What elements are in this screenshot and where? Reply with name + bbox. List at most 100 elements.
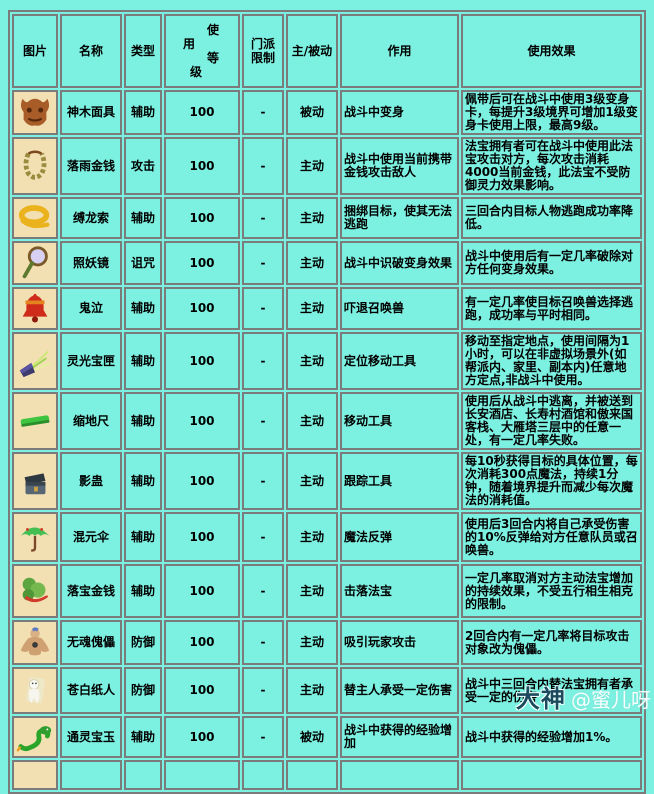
item-name: 混元伞	[60, 512, 122, 562]
item-sect: -	[242, 564, 284, 618]
item-name: 神木面具	[60, 90, 122, 135]
watermark: 大神 @蜜儿呀	[516, 679, 651, 714]
item-mode: 主动	[286, 564, 338, 618]
item-function: 战斗中变身	[340, 90, 459, 135]
item-mode: 被动	[286, 716, 338, 758]
item-sect: -	[242, 137, 284, 195]
col-header-sect: 门派 限制	[242, 14, 284, 88]
item-effect: 一定几率取消对方主动法宝增加的持续效果，不受五行相生相克的限制。	[461, 564, 642, 618]
puppet-icon	[14, 624, 56, 662]
table-row-partial	[12, 760, 642, 790]
empty-cell	[124, 760, 162, 790]
table-header: 图片 名称 类型使用等级门派 限制 主/被动 作用 使用效果	[12, 14, 642, 88]
table-body: 神木面具 辅助 100- 被动 战斗中变身 佩带后可在战斗中使用3级变身卡，每提升3级境界…	[12, 90, 642, 790]
item-mode: 主动	[286, 667, 338, 714]
umbrella-icon	[14, 518, 56, 556]
item-function: 战斗中使用当前携带金钱攻击敌人	[340, 137, 459, 195]
mirror-icon	[14, 244, 56, 282]
empty-cell	[60, 760, 122, 790]
chest-icon	[14, 462, 56, 500]
empty-cell	[286, 760, 338, 790]
item-mode: 主动	[286, 392, 338, 450]
item-effect: 使用后3回合内将自己承受伤害的10%反弹给对方任意队员或召唤兽。	[461, 512, 642, 562]
icon-cell	[12, 241, 58, 285]
item-type: 辅助	[124, 512, 162, 562]
item-name: 影蛊	[60, 452, 122, 510]
item-level: 100	[164, 241, 240, 285]
item-sect: -	[242, 90, 284, 135]
icon-cell	[12, 620, 58, 665]
item-name: 苍白纸人	[60, 667, 122, 714]
item-name: 缚龙索	[60, 197, 122, 239]
item-sect: -	[242, 620, 284, 665]
item-function: 战斗中识破变身效果	[340, 241, 459, 285]
col-header-type: 类型	[124, 14, 162, 88]
wood-mask-icon	[14, 94, 56, 132]
col-header-function: 作用	[340, 14, 459, 88]
item-level: 100	[164, 90, 240, 135]
item-function: 战斗中获得的经验增加	[340, 716, 459, 758]
icon-cell	[12, 197, 58, 239]
col-header-name: 名称	[60, 14, 122, 88]
item-name: 无魂傀儡	[60, 620, 122, 665]
item-type: 攻击	[124, 137, 162, 195]
icon-cell	[12, 760, 58, 790]
item-sect: -	[242, 667, 284, 714]
item-function: 魔法反弹	[340, 512, 459, 562]
empty-cell	[340, 760, 459, 790]
item-type: 诅咒	[124, 241, 162, 285]
item-function: 替主人承受一定伤害	[340, 667, 459, 714]
item-effect: 三回合内目标人物逃跑成功率降低。	[461, 197, 642, 239]
item-name: 落宝金钱	[60, 564, 122, 618]
item-type: 辅助	[124, 332, 162, 390]
item-function: 捆绑目标，使其无法逃跑	[340, 197, 459, 239]
item-type: 防御	[124, 620, 162, 665]
item-type: 辅助	[124, 90, 162, 135]
item-name: 鬼泣	[60, 287, 122, 330]
col-header-sect-line: 门派	[250, 37, 275, 51]
item-mode: 主动	[286, 620, 338, 665]
table-row: 无魂傀儡 防御 100- 主动 吸引玩家攻击 2回合内有一定几率将目标攻击对象改为傀儡。	[12, 620, 642, 665]
col-header-sect-line: 限制	[250, 51, 275, 65]
item-sect: -	[242, 392, 284, 450]
item-level: 100	[164, 287, 240, 330]
empty-cell	[164, 760, 240, 790]
item-sect: -	[242, 452, 284, 510]
col-header-level-line: 级	[189, 65, 202, 79]
treasure-table: 图片 名称 类型使用等级门派 限制 主/被动 作用 使用效果 神木面具 辅助 100- 被动 战斗中…	[8, 10, 646, 794]
col-header-level: 使用等级	[164, 14, 240, 88]
item-level: 100	[164, 392, 240, 450]
table-row: 苍白纸人 防御 100- 主动 替主人承受一定伤害 战斗中三回合内替法宝拥有者承受一定的伤…	[12, 667, 642, 714]
icon-cell	[12, 287, 58, 330]
item-type: 辅助	[124, 452, 162, 510]
item-level: 100	[164, 452, 240, 510]
jade-snake-icon	[14, 718, 56, 756]
rope-icon	[14, 199, 56, 237]
table-row: 神木面具 辅助 100- 被动 战斗中变身 佩带后可在战斗中使用3级变身卡，每提升3级境界…	[12, 90, 642, 135]
table-row: 缩地尺 辅助 100- 主动 移动工具 使用后从战斗中逃离，并被送到长安酒店、长寿村酒馆和…	[12, 392, 642, 450]
item-mode: 主动	[286, 512, 338, 562]
item-name: 通灵宝玉	[60, 716, 122, 758]
table-row: 照妖镜 诅咒 100- 主动 战斗中识破变身效果 战斗中使用后有一定几率破除对方任何变身效…	[12, 241, 642, 285]
item-mode: 主动	[286, 241, 338, 285]
item-level: 100	[164, 716, 240, 758]
item-effect: 2回合内有一定几率将目标攻击对象改为傀儡。	[461, 620, 642, 665]
item-level: 100	[164, 332, 240, 390]
item-function: 移动工具	[340, 392, 459, 450]
item-sect: -	[242, 197, 284, 239]
item-effect: 使用后从战斗中逃离，并被送到长安酒店、长寿村酒馆和傲来国客栈、大雁塔三层中的任意…	[461, 392, 642, 450]
item-effect: 法宝拥有者可在战斗中使用此法宝攻击对方，每次攻击消耗4000当前金钱，此法宝不受…	[461, 137, 642, 195]
item-mode: 主动	[286, 137, 338, 195]
table-row: 落雨金钱 攻击 100- 主动 战斗中使用当前携带金钱攻击敌人 法宝拥有者可在战斗中使用此…	[12, 137, 642, 195]
table-row: 落宝金钱 辅助 100- 主动 击落法宝 一定几率取消对方主动法宝增加的持续效果，不受五行…	[12, 564, 642, 618]
col-header-effect: 使用效果	[461, 14, 642, 88]
item-level: 100	[164, 564, 240, 618]
item-effect: 移动至指定地点，使用间隔为1小时，可以在非虚拟场景外(如帮派内、家里、副本内)任…	[461, 332, 642, 390]
table-row: 缚龙索 辅助 100- 主动 捆绑目标，使其无法逃跑 三回合内目标人物逃跑成功率降低。	[12, 197, 642, 239]
col-header-level-line: 使	[206, 23, 219, 37]
item-function: 跟踪工具	[340, 452, 459, 510]
table-row: 鬼泣 辅助 100- 主动 吓退召唤兽 有一定几率使目标召唤兽选择逃跑，成功率与平时相同。	[12, 287, 642, 330]
item-mode: 被动	[286, 90, 338, 135]
item-sect: -	[242, 716, 284, 758]
jade-ruler-icon	[14, 402, 56, 440]
